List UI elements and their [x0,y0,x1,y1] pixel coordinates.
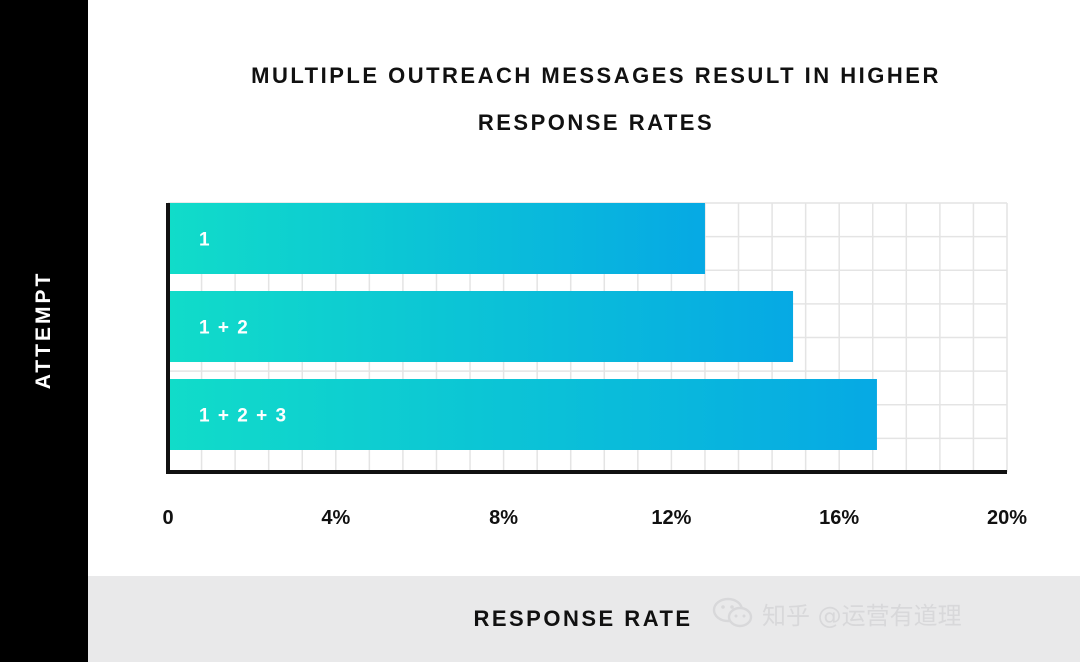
chart-area [88,0,1080,576]
x-tick-label: 20% [987,507,1027,529]
chart-title: MULTIPLE OUTREACH MESSAGES RESULT IN HIG… [88,52,1080,146]
x-tick-label: 8% [489,507,518,529]
bar-2 [168,291,794,362]
x-tick-label: 0 [162,507,173,529]
wechat-icon [712,597,753,628]
axes [166,203,1007,474]
bar-3 [168,379,877,450]
bar-label-3: 1 + 2 + 3 [199,406,288,427]
chart-title-line-1: MULTIPLE OUTREACH MESSAGES RESULT IN HIG… [251,63,941,88]
bar-label-2: 1 + 2 [199,318,249,339]
watermark-text: 知乎 @运营有道理 [762,601,962,630]
chart-title-line-2: RESPONSE RATES [477,110,715,135]
bars: 1 1 + 2 1 + 2 + 3 [168,203,877,450]
x-tick-label: 12% [651,507,691,529]
x-tick-labels: 0 4% 8% 12% 16% 20% [162,507,1027,529]
x-axis-band [88,576,1080,662]
x-tick-label: 16% [819,507,859,529]
x-axis-label: RESPONSE RATE [473,606,693,631]
watermark: 知乎 @运营有道理 [712,596,962,630]
bar-label-1: 1 [199,230,211,251]
y-axis-band: ATTEMPT [0,0,88,662]
bar-1 [168,203,705,274]
x-tick-label: 4% [321,507,350,529]
